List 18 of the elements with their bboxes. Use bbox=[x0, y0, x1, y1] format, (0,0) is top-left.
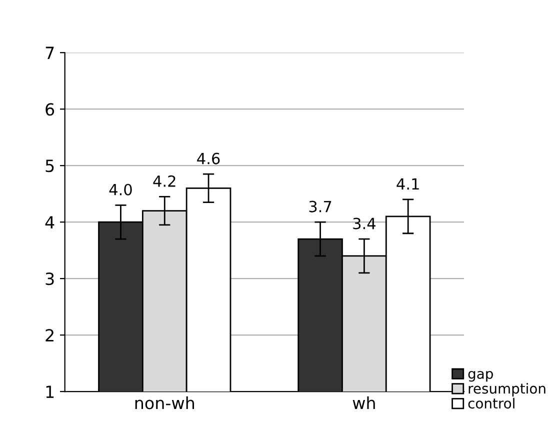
y-tick-label: 5 bbox=[46, 160, 54, 172]
data-label: 3.7 bbox=[309, 200, 332, 212]
y-tick-label: 4 bbox=[45, 216, 54, 228]
data-label: 4.0 bbox=[109, 184, 132, 196]
legend-label: resumption bbox=[468, 383, 546, 396]
legend-label: control bbox=[468, 398, 514, 409]
y-tick-label: 3 bbox=[46, 272, 54, 286]
data-label: 3.4 bbox=[353, 218, 376, 230]
data-label: 4.2 bbox=[153, 175, 176, 187]
data-label: 4.1 bbox=[396, 178, 419, 190]
y-tick-label: 7 bbox=[46, 46, 54, 59]
data-label: 4.6 bbox=[197, 152, 220, 164]
y-tick-label: 6 bbox=[46, 103, 54, 116]
x-tick-label: wh bbox=[352, 396, 375, 410]
x-tick-label: non-wh bbox=[135, 396, 194, 410]
y-tick-label: 1 bbox=[46, 386, 54, 398]
legend-label: gap bbox=[468, 370, 493, 382]
y-tick-label: 2 bbox=[46, 329, 54, 342]
